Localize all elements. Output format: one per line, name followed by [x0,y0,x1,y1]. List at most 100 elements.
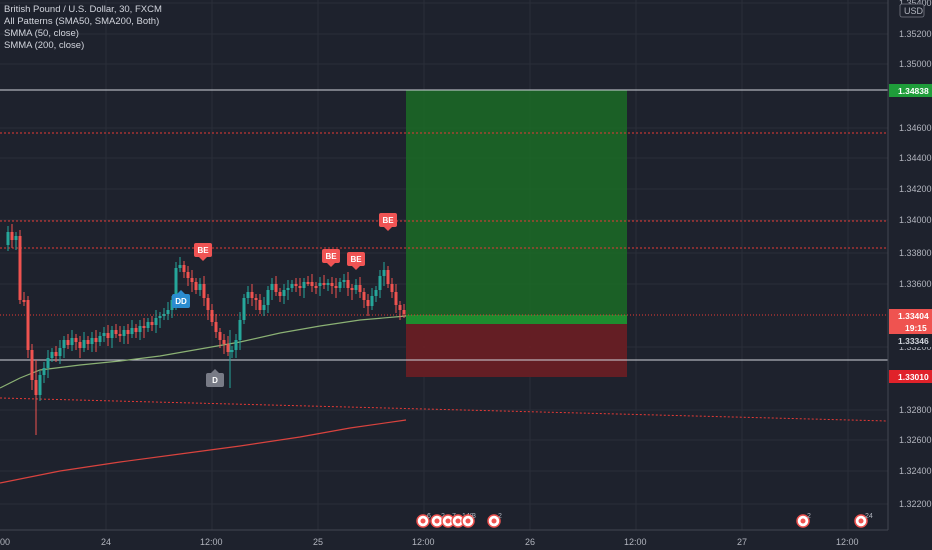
pattern-badge-bearish[interactable]: BE [322,249,340,267]
price-axis[interactable]: 1.354001.352001.350001.346001.344001.342… [899,0,932,509]
candle-body[interactable] [350,288,354,290]
candle-body[interactable] [86,340,90,344]
candle-body[interactable] [58,348,62,356]
event-markers[interactable]: 62714832224 [416,513,873,528]
legend-study-smma50[interactable]: SMMA (50, close) [4,28,79,39]
candle-body[interactable] [302,282,306,288]
candle-body[interactable] [314,286,318,288]
candle-body[interactable] [370,296,374,306]
candle-body[interactable] [134,328,138,332]
candle-body[interactable] [74,338,78,342]
economic-event-icon[interactable]: 2 [796,513,811,528]
candle-body[interactable] [354,285,358,290]
candle-body[interactable] [390,284,394,292]
candle-body[interactable] [278,292,282,296]
candle-body[interactable] [78,342,82,348]
time-axis[interactable]: 00 24 12:00 25 12:00 26 12:00 27 12:00 [0,537,859,547]
candle-body[interactable] [6,232,10,245]
candle-body[interactable] [338,282,342,288]
candle-body[interactable] [310,282,314,286]
candle-body[interactable] [122,330,126,336]
candles-layer[interactable] [6,224,406,435]
candle-body[interactable] [18,236,22,300]
candle-body[interactable] [386,270,390,284]
pattern-badge-bearish[interactable]: BE [379,213,397,231]
candle-body[interactable] [322,283,326,285]
pattern-badge-bearish[interactable]: BE [194,243,212,261]
candle-body[interactable] [206,298,210,310]
candle-body[interactable] [210,310,214,322]
candle-body[interactable] [366,300,370,306]
currency-box[interactable] [899,3,925,18]
candle-body[interactable] [246,292,250,298]
economic-event-icon[interactable]: 24 [854,513,873,528]
candle-body[interactable] [202,284,206,298]
candle-body[interactable] [178,265,182,268]
candle-body[interactable] [138,326,142,332]
candle-body[interactable] [254,298,258,300]
candle-body[interactable] [262,305,266,310]
candle-body[interactable] [226,344,230,352]
candle-body[interactable] [214,322,218,332]
candle-body[interactable] [282,290,286,296]
candle-body[interactable] [358,285,362,292]
candle-body[interactable] [290,284,294,288]
candle-body[interactable] [130,328,134,334]
candle-body[interactable] [146,322,150,328]
candle-body[interactable] [46,358,50,368]
trend-line[interactable] [0,397,889,422]
candle-body[interactable] [198,284,202,290]
candle-body[interactable] [258,300,262,310]
candle-body[interactable] [158,316,162,318]
candle-body[interactable] [106,333,110,338]
candle-body[interactable] [14,236,18,240]
candle-body[interactable] [82,340,86,348]
candle-body[interactable] [54,352,58,356]
candle-body[interactable] [142,326,146,328]
candle-body[interactable] [342,280,346,282]
candle-body[interactable] [10,232,14,240]
candle-body[interactable] [326,283,330,285]
candle-body[interactable] [402,310,406,314]
candle-body[interactable] [114,330,118,334]
candle-body[interactable] [238,320,242,340]
candle-body[interactable] [394,292,398,305]
candle-body[interactable] [398,305,402,310]
candle-body[interactable] [330,283,334,286]
candle-body[interactable] [374,290,378,296]
candle-body[interactable] [30,350,34,380]
candle-body[interactable] [318,283,322,286]
candle-body[interactable] [182,265,186,272]
candle-body[interactable] [150,322,154,325]
loss-zone[interactable] [406,324,627,377]
candle-body[interactable] [110,330,114,338]
candle-body[interactable] [42,368,46,375]
candle-body[interactable] [118,334,122,336]
legend-title[interactable]: British Pound / U.S. Dollar, 30, FXCM [4,4,162,15]
candle-body[interactable] [274,284,278,292]
candle-body[interactable] [286,288,290,290]
legend-study-patterns[interactable]: All Patterns (SMA50, SMA200, Both) [4,16,160,27]
profit-zone[interactable] [406,90,627,315]
pattern-badge-neutral[interactable]: D [206,369,224,387]
candle-body[interactable] [22,300,26,302]
candle-body[interactable] [346,280,350,288]
candle-body[interactable] [306,282,310,284]
candle-body[interactable] [334,286,338,288]
candle-body[interactable] [298,286,302,288]
candle-body[interactable] [250,292,254,298]
candle-body[interactable] [242,298,246,320]
candle-body[interactable] [66,340,70,345]
candle-body[interactable] [38,375,42,395]
candle-body[interactable] [98,336,102,342]
economic-event-icon[interactable]: 3 [461,513,476,528]
pattern-badge-doji[interactable]: DD [172,290,190,308]
candle-body[interactable] [294,284,298,286]
candle-body[interactable] [62,340,66,348]
candle-body[interactable] [362,292,366,300]
candle-body[interactable] [26,300,30,350]
candle-body[interactable] [194,282,198,290]
candle-body[interactable] [166,310,170,314]
